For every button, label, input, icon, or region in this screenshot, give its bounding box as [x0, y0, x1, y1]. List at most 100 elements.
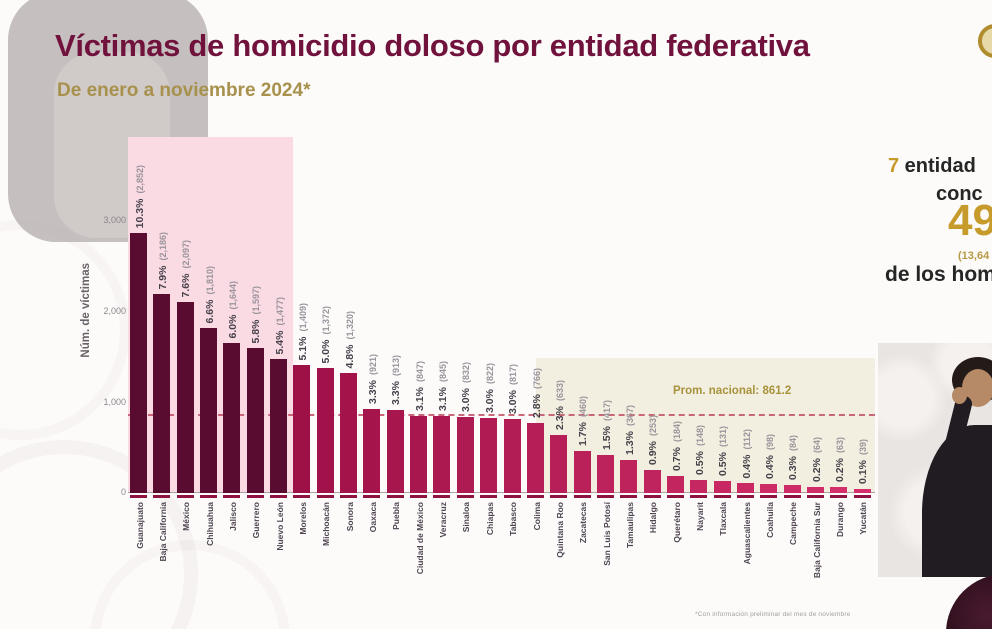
national-average-label: Prom. nacional: 861.2	[673, 385, 792, 397]
axis-tick	[200, 495, 218, 498]
x-axis-label: Jalisco	[228, 502, 239, 531]
bar	[130, 233, 147, 493]
bar-slot-27: 0.4% (98) Coahuila	[758, 137, 781, 538]
bar-value-label: 0.4% (98)	[763, 434, 776, 479]
page-subtitle: De enero a noviembre 2024*	[57, 80, 311, 101]
bar	[223, 343, 241, 493]
bar	[410, 416, 428, 493]
bar	[293, 365, 311, 493]
bar-slot-3: 6.6% (1,810) Chihuahua	[198, 137, 221, 546]
y-tick-2000: 2,000	[103, 306, 126, 316]
bar	[363, 409, 381, 493]
x-axis-label: Ciudad de México	[414, 502, 425, 575]
y-tick-1000: 1,000	[103, 397, 126, 407]
bar	[386, 410, 404, 493]
x-axis-label: Chiapas	[484, 502, 495, 536]
bar	[200, 328, 218, 493]
x-axis-label: Veracruz	[438, 502, 449, 538]
bar-value-label: 0.3% (84)	[787, 435, 800, 480]
side-stat-line1-text: entidad	[899, 155, 976, 177]
axis-tick	[783, 495, 801, 498]
axis-tick	[736, 495, 754, 498]
bar-slot-22: 0.9% (253) Hidalgo	[642, 137, 665, 533]
bar-value-label: 5.0% (1,372)	[320, 305, 333, 363]
x-axis-label: Sonora	[344, 502, 355, 532]
axis-tick	[456, 495, 474, 498]
axis-tick	[246, 495, 264, 498]
interpreter-hand	[952, 387, 967, 404]
bar-value-label: 5.4% (1,477)	[273, 296, 286, 354]
x-axis-label: Zacatecas	[578, 502, 589, 544]
axis-tick	[690, 495, 708, 498]
bar-value-label: 3.3% (913)	[390, 355, 403, 405]
watermark-ornament	[0, 220, 130, 440]
bar-slot-31: 0.1% (39) Yucatán	[852, 137, 875, 535]
bar-slot-24: 0.5% (148) Nayarit	[688, 137, 711, 531]
x-axis-label: Yucatán	[858, 502, 869, 535]
y-tick-0: 0	[120, 487, 126, 497]
x-axis-label: Nayarit	[694, 502, 705, 531]
x-axis-label: Puebla	[391, 502, 402, 530]
bar	[456, 417, 474, 493]
bar-slot-4: 6.0% (1,644) Jalisco	[221, 137, 244, 531]
bar	[550, 435, 568, 493]
side-stat-line3: de los hom	[885, 263, 992, 286]
bar	[176, 302, 194, 493]
bar-slot-0: 10.3% (2,852) Guanajuato	[128, 137, 151, 549]
bar	[783, 485, 801, 493]
bar-value-label: 7.9% (2,186)	[157, 231, 170, 289]
bar-value-label: 6.6% (1,810)	[203, 265, 216, 323]
bar-slot-19: 1.7% (460) Zacatecas	[572, 137, 595, 543]
x-axis-label: Durango	[834, 502, 845, 537]
bar-value-label: 0.5% (131)	[717, 426, 730, 476]
bar-slot-15: 3.0% (822) Chiapas	[478, 137, 501, 535]
bar-slot-8: 5.0% (1,372) Michoacán	[315, 137, 338, 546]
x-axis-label: Tamaulipas	[624, 502, 635, 549]
bar	[573, 451, 591, 493]
bars-container: 10.3% (2,852) Guanajuato 7.9% (2,186) Baja …	[128, 137, 875, 578]
axis-tick	[806, 495, 824, 498]
axis-tick	[713, 495, 731, 498]
axis-tick	[340, 495, 358, 498]
x-axis-label: México	[181, 502, 192, 531]
axis-tick	[386, 495, 404, 498]
x-axis-label: Michoacán	[321, 502, 332, 546]
bar-slot-17: 2.8% (766) Colima	[525, 137, 548, 530]
x-axis-label: Guerrero	[251, 502, 262, 539]
axis-tick	[433, 495, 451, 498]
x-axis-label: Tlaxcala	[718, 502, 729, 536]
bar-value-label: 0.4% (112)	[740, 428, 753, 478]
bar	[153, 294, 171, 493]
side-stat-line2: conc	[936, 183, 983, 205]
bar-slot-28: 0.3% (84) Campeche	[782, 137, 805, 545]
bar	[690, 480, 708, 493]
bar-slot-6: 5.4% (1,477) Nuevo León	[268, 137, 291, 551]
bar-value-label: 3.0% (832)	[460, 362, 473, 412]
x-axis-label: Quintana Roo	[554, 502, 565, 558]
axis-tick	[573, 495, 591, 498]
bar-value-label: 5.8% (1,597)	[250, 285, 263, 343]
axis-tick	[153, 495, 171, 498]
bar	[480, 418, 498, 493]
axis-tick	[830, 495, 848, 498]
bar-value-label: 0.9% (253)	[647, 415, 660, 465]
bar-slot-1: 7.9% (2,186) Baja California	[151, 137, 174, 562]
bar-slot-26: 0.4% (112) Aguascalientes	[735, 137, 758, 564]
axis-tick	[526, 495, 544, 498]
bar-value-label: 1.7% (460)	[577, 396, 590, 446]
axis-tick	[363, 495, 381, 498]
axis-tick	[130, 495, 147, 498]
bar	[433, 416, 451, 493]
x-axis-label: Sinaloa	[461, 502, 472, 533]
bar-slot-7: 5.1% (1,409) Morelos	[291, 137, 314, 535]
x-axis-line	[128, 492, 875, 493]
bar-slot-10: 3.3% (921) Oaxaca	[361, 137, 384, 532]
bar-value-label: 3.0% (822)	[483, 363, 496, 413]
bar-slot-29: 0.2% (64) Baja California Sur	[805, 137, 828, 578]
bar-slot-13: 3.1% (845) Veracruz	[431, 137, 454, 537]
side-stat-line1: 7 entidad	[888, 155, 976, 178]
bar-slot-5: 5.8% (1,597) Guerrero	[245, 137, 268, 538]
bar-value-label: 3.1% (847)	[413, 361, 426, 411]
bar-value-label: 0.1% (39)	[857, 439, 870, 484]
bar-slot-16: 3.0% (817) Tabasco	[502, 137, 525, 536]
